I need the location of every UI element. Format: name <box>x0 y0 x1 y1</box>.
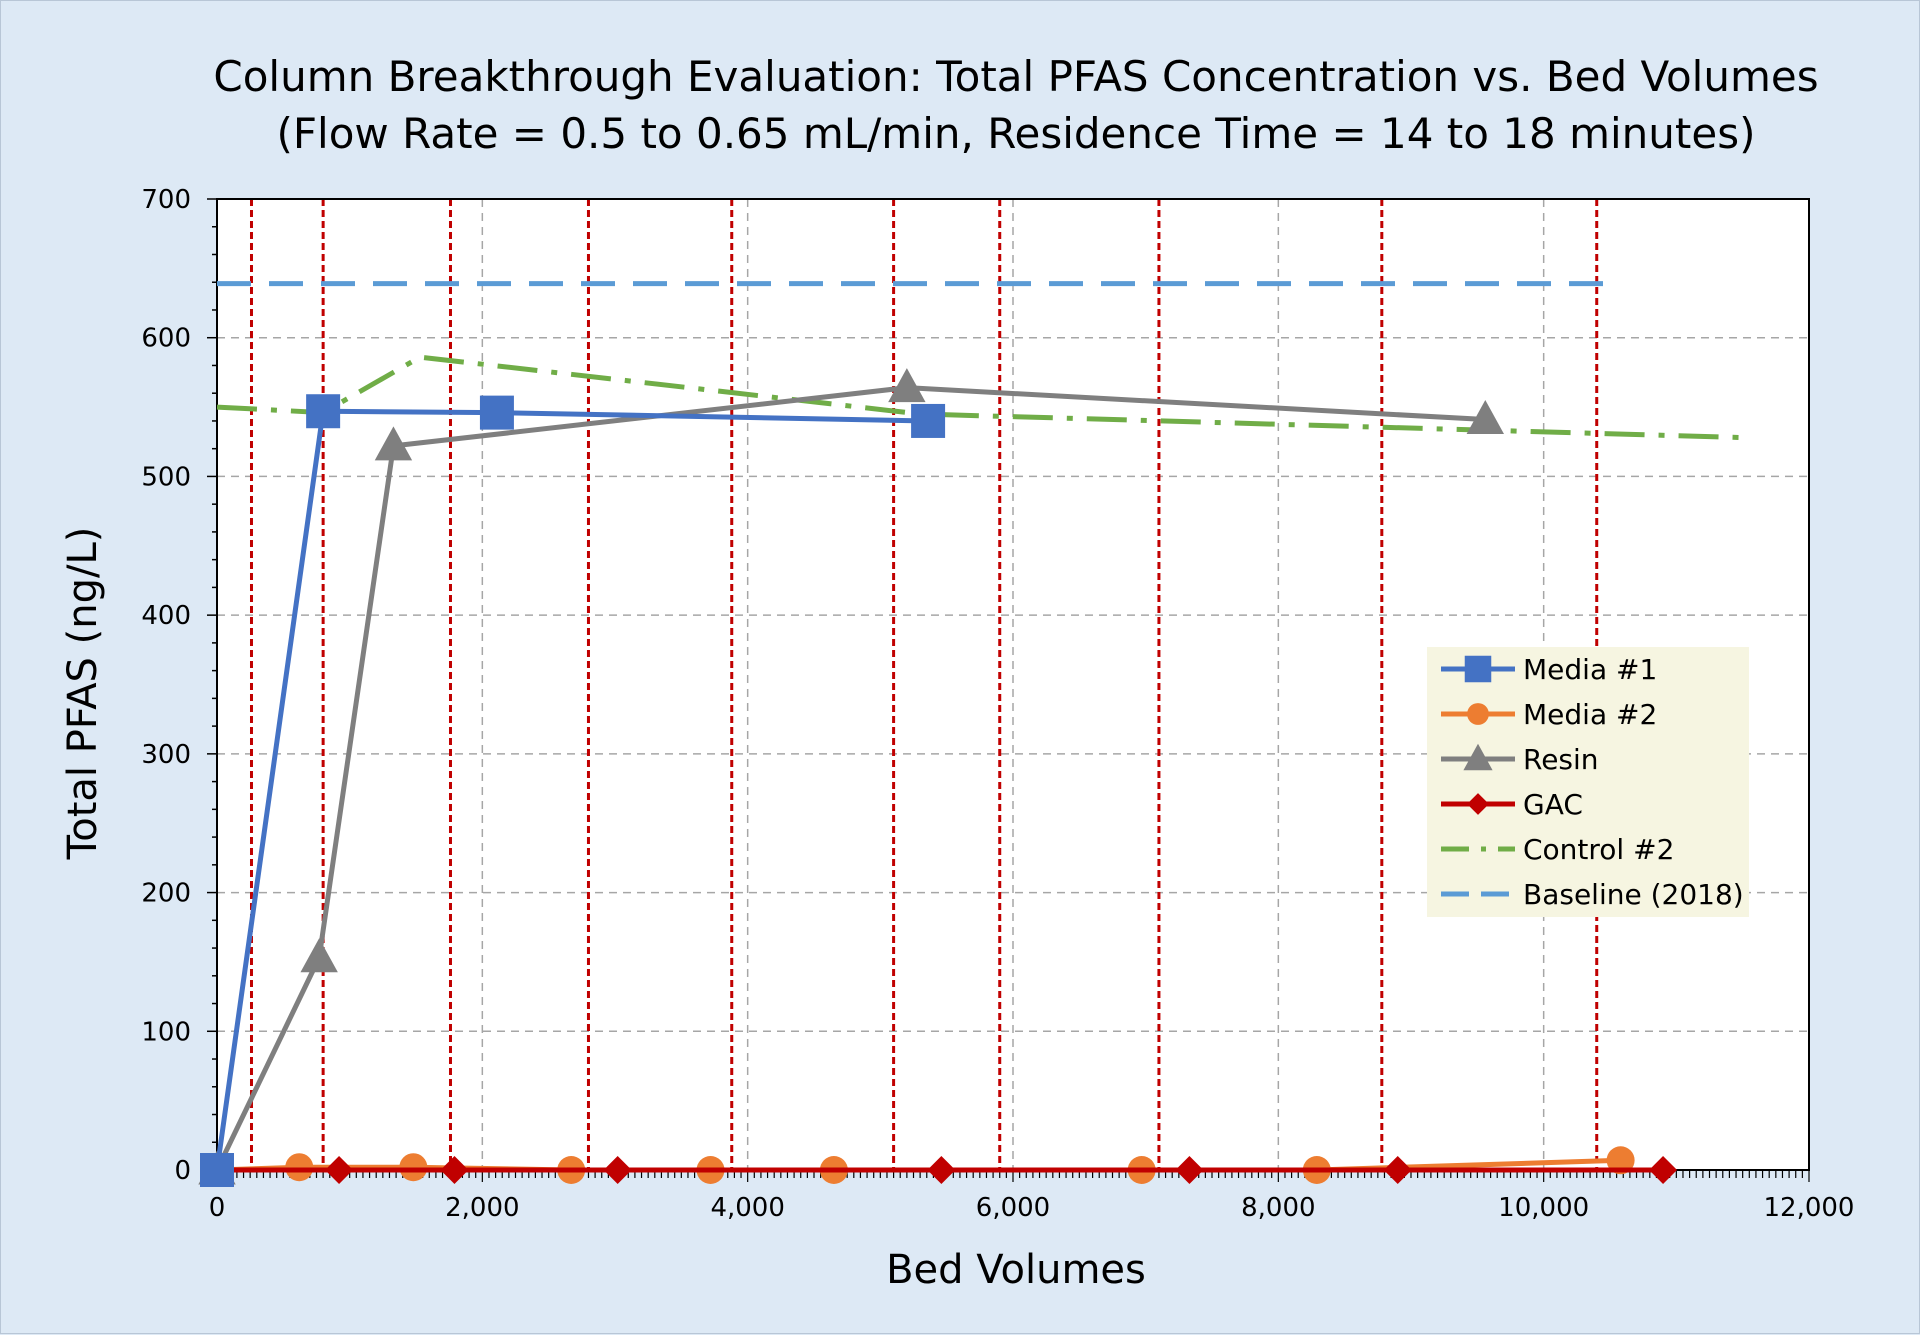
data-point-media-1 <box>479 395 514 430</box>
series-line-media-1 <box>214 408 931 1173</box>
legend-label: Resin <box>1523 743 1599 776</box>
legend-item-baseline-2018: Baseline (2018) <box>1441 878 1744 911</box>
legend-item-media-1: Media #1 <box>1441 653 1657 686</box>
legend-item-gac: GAC <box>1441 788 1583 821</box>
series-media-1 <box>200 394 946 1187</box>
data-point-gac <box>603 1156 632 1184</box>
data-point-gac <box>1649 1156 1678 1184</box>
y-tick-label: 300 <box>141 740 191 770</box>
data-point-media-1 <box>200 1153 234 1187</box>
data-point-gac <box>325 1156 354 1184</box>
series-line-control-2 <box>216 354 1743 441</box>
y-tick-label: 700 <box>141 185 191 215</box>
legend-item-resin: Resin <box>1441 743 1599 776</box>
x-tick-label: 12,000 <box>1764 1193 1855 1223</box>
data-point-resin <box>374 426 413 461</box>
x-tick-label: 4,000 <box>710 1193 784 1223</box>
legend-item-control-2: Control #2 <box>1441 833 1674 866</box>
x-tick-label: 0 <box>209 1193 226 1223</box>
legend-box <box>1427 647 1749 917</box>
x-tick-label: 2,000 <box>445 1193 519 1223</box>
y-tick-label: 200 <box>141 879 191 909</box>
x-axis-title: Bed Volumes <box>886 1247 1146 1293</box>
data-point-gac <box>927 1156 956 1184</box>
x-tick-label: 8,000 <box>1241 1193 1315 1223</box>
y-axis-title: Total PFAS (ng/L) <box>60 527 106 861</box>
legend-marker-media-1 <box>1464 655 1492 683</box>
series-control-2 <box>216 354 1743 441</box>
data-point-resin <box>1466 400 1504 435</box>
legend-marker-gac <box>1467 793 1489 815</box>
y-tick-label: 500 <box>141 462 191 492</box>
chart-subtitle: (Flow Rate = 0.5 to 0.65 mL/min, Residen… <box>277 109 1756 158</box>
data-point-gac <box>440 1156 469 1184</box>
data-point-media-2 <box>399 1153 428 1182</box>
chart-title: Column Breakthrough Evaluation: Total PF… <box>213 52 1818 101</box>
data-point-gac <box>1175 1156 1204 1184</box>
legend-label: Control #2 <box>1523 833 1674 866</box>
legend-label: Media #1 <box>1523 653 1657 686</box>
legend-item-media-2: Media #2 <box>1441 698 1657 731</box>
series-gac <box>203 1156 1678 1184</box>
y-tick-label: 0 <box>174 1156 191 1186</box>
data-point-resin <box>888 368 926 403</box>
legend-label: Baseline (2018) <box>1523 878 1744 911</box>
x-tick-label: 10,000 <box>1498 1193 1589 1223</box>
data-point-media-1 <box>911 403 946 438</box>
data-point-media-1 <box>306 394 341 429</box>
data-point-gac <box>1383 1156 1412 1184</box>
y-tick-label: 600 <box>141 324 191 354</box>
legend-label: GAC <box>1523 788 1583 821</box>
legend-marker-media-2 <box>1467 703 1489 725</box>
y-tick-label: 400 <box>141 601 191 631</box>
data-point-resin <box>300 938 338 973</box>
data-point-media-2 <box>285 1153 314 1182</box>
legend: Media #1 Media #2 Resin GAC Control #2 Baseli… <box>1427 647 1749 917</box>
data-point-media-2 <box>1606 1146 1635 1175</box>
y-tick-label: 100 <box>141 1017 191 1047</box>
legend-label: Media #2 <box>1523 698 1657 731</box>
legend-marker-resin <box>1463 743 1493 771</box>
x-tick-label: 6,000 <box>976 1193 1050 1223</box>
